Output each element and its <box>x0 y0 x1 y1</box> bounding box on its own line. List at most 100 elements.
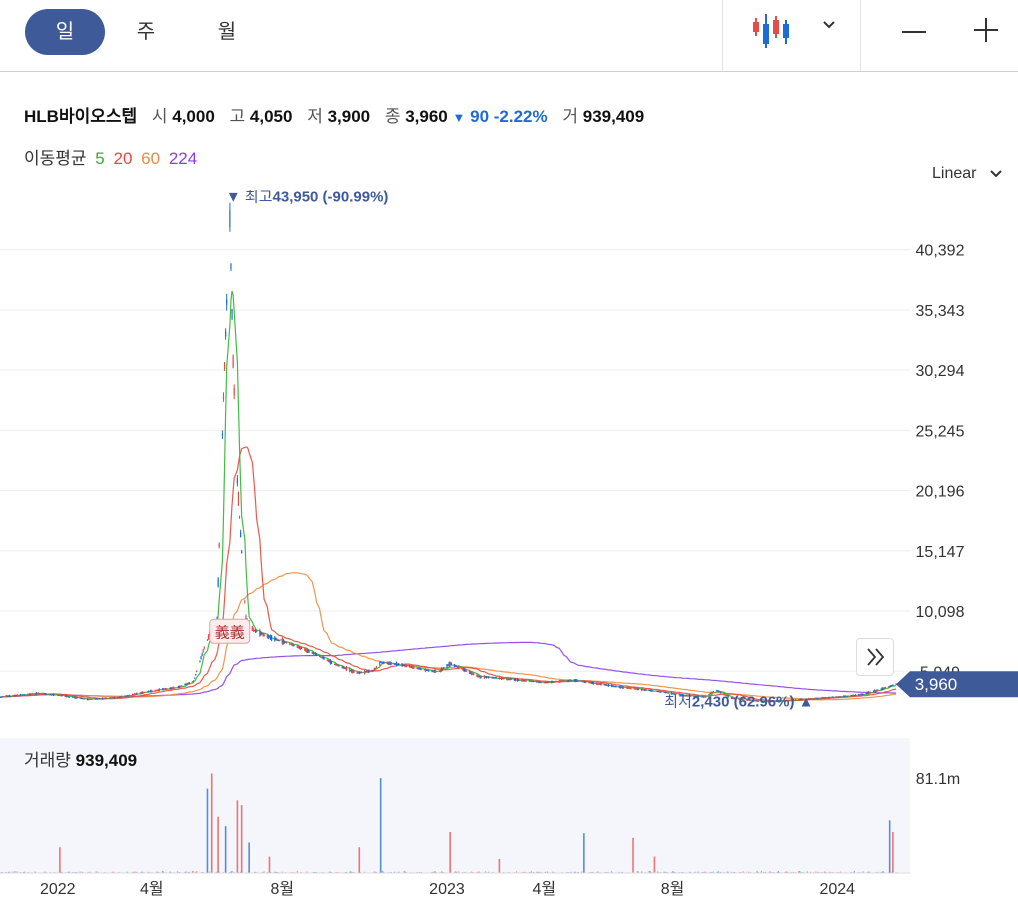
candle-body <box>476 675 478 677</box>
candle-body <box>674 693 676 695</box>
period-weekly-tab[interactable]: 주 <box>136 21 156 43</box>
price-chart[interactable]: 5,04910,09815,14720,19625,24530,29435,34… <box>0 190 1018 900</box>
candle-body <box>404 664 406 668</box>
candle-body <box>816 698 818 700</box>
event-annotation-box <box>209 618 251 644</box>
candle-body <box>59 695 61 697</box>
candle-body <box>747 699 750 701</box>
period-monthly-tab[interactable]: 월 <box>217 21 237 43</box>
candle-body <box>875 690 877 692</box>
candle-body <box>61 694 63 697</box>
candle-body <box>735 697 737 700</box>
candle-body <box>569 679 571 682</box>
candle-body <box>420 668 422 670</box>
candle-body <box>883 687 885 689</box>
candle-body <box>585 681 587 683</box>
candle-body <box>757 700 759 702</box>
scale-selector[interactable]: Linear <box>932 165 1003 183</box>
x-tick-label: 4월 <box>532 880 556 898</box>
candle-body <box>503 677 505 680</box>
candlestick-icon[interactable] <box>750 12 792 52</box>
volume-bar <box>329 871 332 873</box>
volume-bar <box>742 871 744 873</box>
candle-body <box>244 601 246 603</box>
candle-body <box>379 661 381 666</box>
candle-body <box>589 682 591 684</box>
candle-body <box>446 664 448 668</box>
candle-body <box>395 663 397 665</box>
volume-bar <box>216 871 218 873</box>
volume-bar <box>336 871 338 873</box>
plus-icon[interactable] <box>972 16 1000 44</box>
candle-body <box>575 679 577 682</box>
volume-bar <box>720 871 722 873</box>
candle-body <box>866 692 868 694</box>
low-value: 3,900 <box>327 107 371 126</box>
candle-body <box>762 701 765 703</box>
candle-body <box>165 688 167 690</box>
scroll-to-latest-button[interactable] <box>856 638 894 676</box>
candle-body <box>516 678 519 682</box>
candle-body <box>111 697 113 699</box>
candle-body <box>74 696 76 699</box>
candle-body <box>468 670 471 674</box>
candle-body <box>732 697 735 699</box>
volume-bar <box>112 871 114 873</box>
candle-body <box>480 675 482 678</box>
volume-bar <box>208 871 211 873</box>
candle-body <box>22 694 25 696</box>
volume-bar <box>868 871 870 873</box>
change-arrow-icon: ▼ <box>452 110 466 125</box>
candle-body <box>858 694 860 696</box>
chevron-down-icon[interactable] <box>820 16 838 34</box>
candle-body <box>206 639 209 641</box>
candle-body <box>352 669 354 674</box>
candle-body <box>619 685 621 689</box>
candle-body <box>876 689 878 691</box>
candle-body <box>450 663 452 665</box>
candle-body <box>603 684 605 686</box>
ma-5: 5 <box>95 149 105 168</box>
candle-body <box>509 678 511 680</box>
candle-body <box>561 680 564 682</box>
candle-body <box>500 677 503 680</box>
moving-average-legend[interactable]: 이동평균 5 20 60 224 <box>24 144 197 169</box>
candle-body <box>462 668 464 671</box>
candle-body <box>636 688 638 690</box>
candle-body <box>226 299 228 305</box>
volume-bar <box>382 870 384 873</box>
candle-body <box>105 697 107 699</box>
candle-body <box>880 688 882 690</box>
candle-body <box>334 663 336 665</box>
candle-body <box>338 665 340 667</box>
minus-icon[interactable] <box>900 18 928 46</box>
volume-bar <box>442 871 444 873</box>
moving-average-224-line <box>0 641 897 698</box>
candle-body <box>321 657 323 659</box>
candle-body <box>6 695 9 697</box>
volume-bar <box>689 871 691 873</box>
candle-body <box>869 692 872 694</box>
period-daily-tab[interactable]: 일 <box>25 9 105 55</box>
volume-bar <box>757 871 759 873</box>
candle-body <box>621 686 623 689</box>
candle-body <box>554 681 556 683</box>
volume-bar <box>704 871 706 873</box>
candle-body <box>537 681 539 683</box>
candle-body <box>148 690 150 693</box>
volume-spike-bar <box>498 858 501 873</box>
candle-body <box>775 700 777 702</box>
y-tick-label: 10,098 <box>916 604 965 621</box>
candle-body <box>285 641 288 644</box>
candle-body <box>387 662 389 665</box>
volume-bar <box>79 871 81 873</box>
candle-body <box>127 695 129 697</box>
candle-body <box>374 667 376 669</box>
candle-body <box>719 691 721 693</box>
candle-body <box>852 694 854 697</box>
volume-spike-bar <box>240 805 243 873</box>
candle-body <box>588 682 590 684</box>
chevron-down-icon <box>990 170 1002 178</box>
candle-body <box>405 664 407 668</box>
candle-body <box>770 700 772 703</box>
